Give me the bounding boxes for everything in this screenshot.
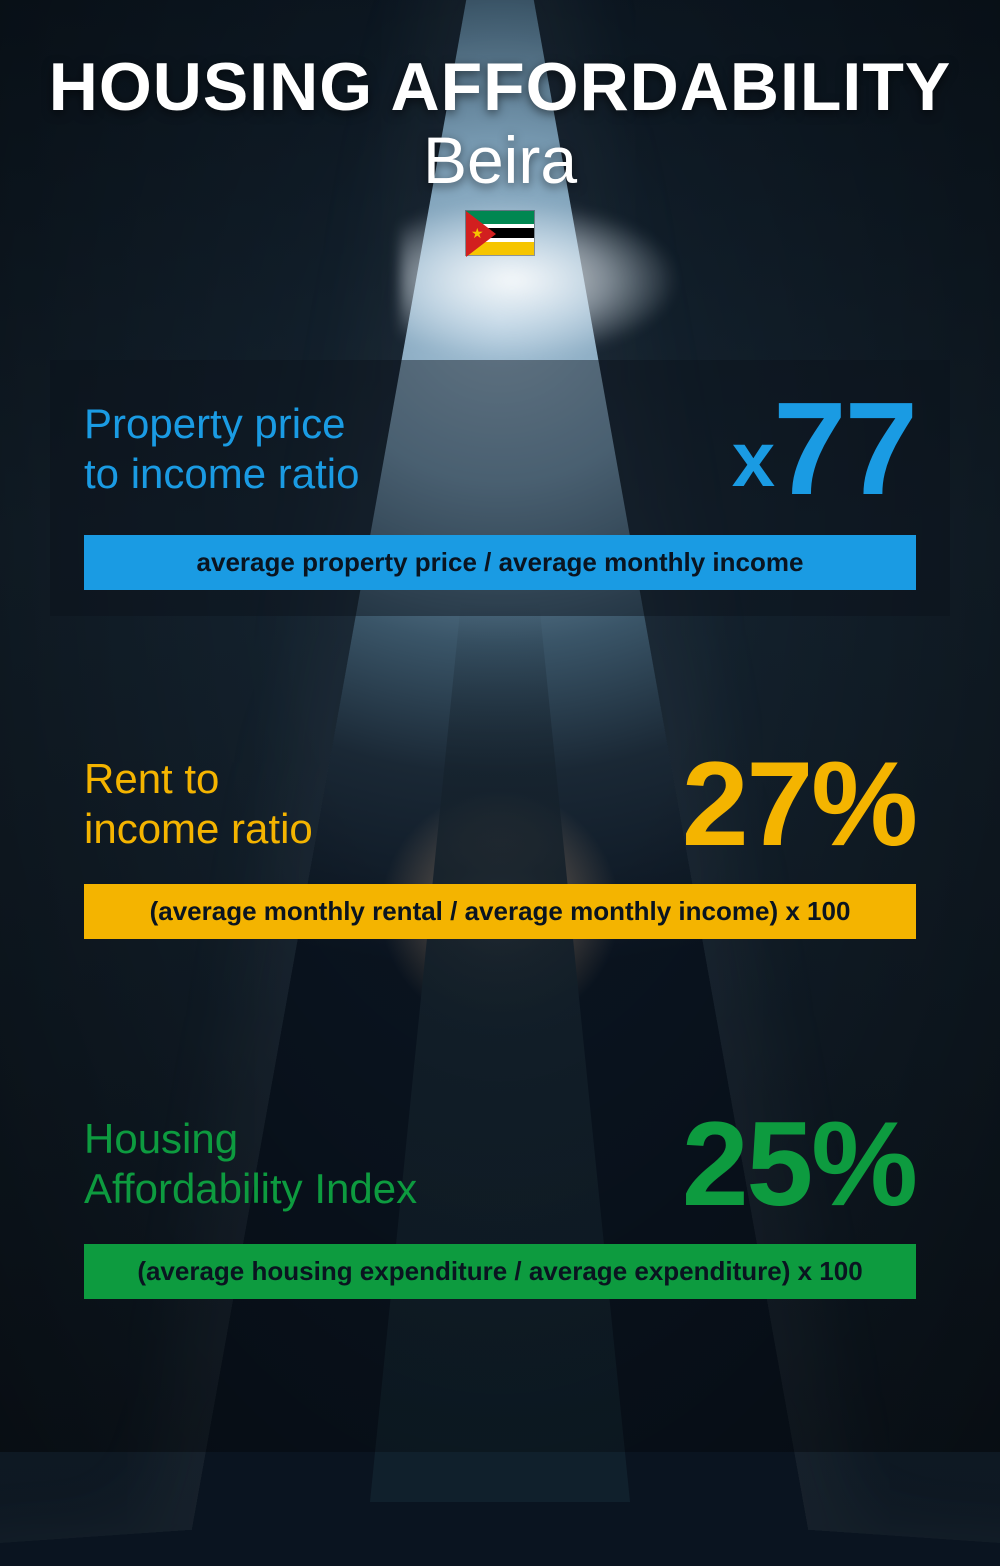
metric-label: Property price to income ratio [84, 399, 359, 500]
city-name: Beira [0, 122, 1000, 198]
metric-card-property-price: Property price to income ratio x77 avera… [50, 360, 950, 616]
metric-card-rent-income: Rent to income ratio 27% (average monthl… [50, 720, 950, 965]
metric-value: x77 [732, 390, 916, 509]
metric-value: 25% [682, 1110, 916, 1218]
metric-formula: average property price / average monthly… [84, 535, 916, 590]
metric-card-affordability-index: Housing Affordability Index 25% (average… [50, 1080, 950, 1325]
page-title: HOUSING AFFORDABILITY [0, 0, 1000, 126]
metric-value: 27% [682, 750, 916, 858]
metric-label: Housing Affordability Index [84, 1114, 417, 1215]
metric-formula: (average housing expenditure / average e… [84, 1244, 916, 1299]
metric-label: Rent to income ratio [84, 754, 313, 855]
metric-formula: (average monthly rental / average monthl… [84, 884, 916, 939]
flag: ★ [0, 210, 1000, 261]
